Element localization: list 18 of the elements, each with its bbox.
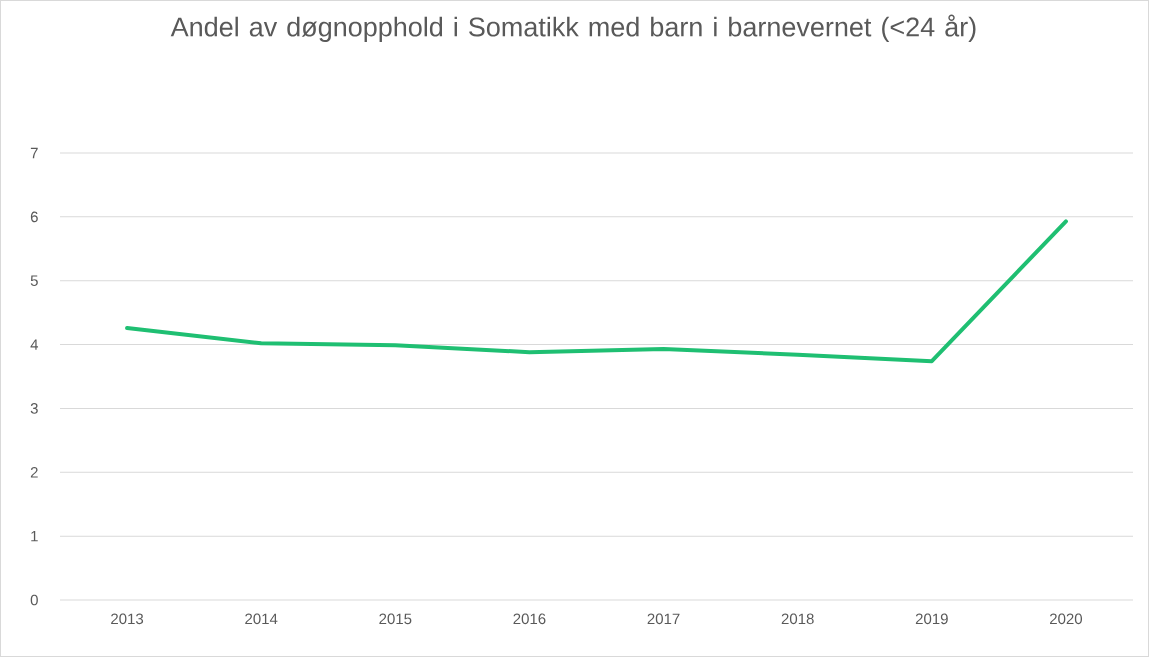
y-tick-label: 2 — [30, 467, 38, 478]
x-tick-label: 2017 — [647, 613, 680, 625]
chart-title: Andel av døgnopphold i Somatikk med barn i barnevernet (<24 år) — [170, 14, 976, 42]
y-tick-label: 4 — [30, 339, 39, 350]
line-series — [125, 219, 1068, 364]
y-tick-label: 1 — [31, 530, 38, 542]
y-tick-label: 3 — [30, 403, 38, 414]
x-tick-label: 2014 — [245, 613, 278, 625]
x-tick-label: 2015 — [379, 613, 412, 625]
x-tick-label: 2013 — [111, 613, 144, 625]
y-tick-label: 6 — [30, 211, 38, 223]
y-tick-label: 7 — [30, 147, 38, 159]
x-tick-label: 2018 — [781, 613, 814, 625]
x-tick-label: 2020 — [1050, 613, 1083, 625]
x-tick-label: 2019 — [915, 613, 948, 625]
y-tick-label: 5 — [30, 275, 38, 286]
y-tick-label: 0 — [30, 594, 38, 606]
x-tick-label: 2016 — [513, 613, 546, 625]
